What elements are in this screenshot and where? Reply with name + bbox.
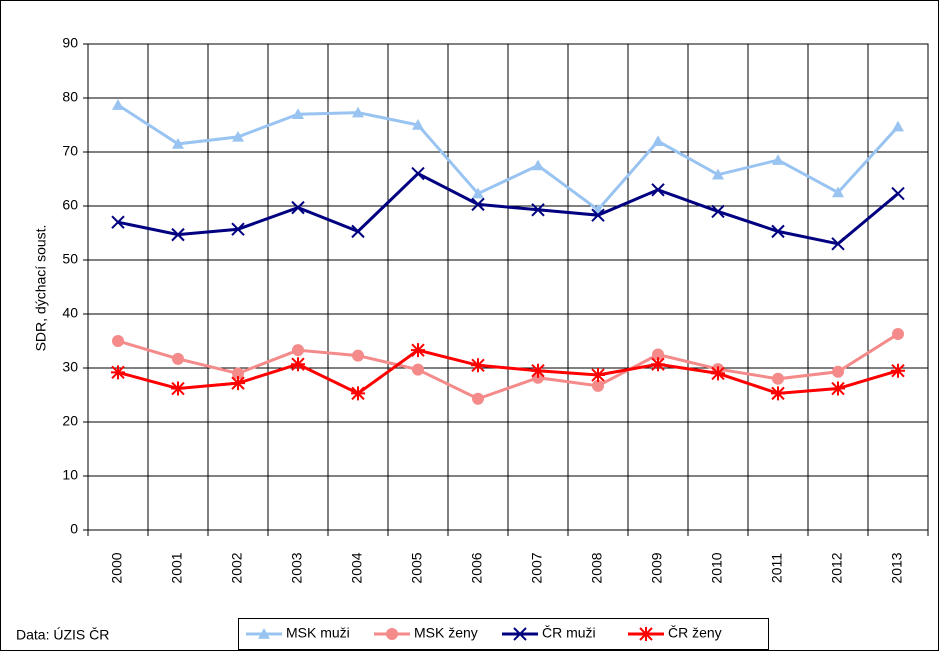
marker-star: [111, 365, 125, 380]
legend-marker: [258, 628, 270, 639]
y-tick-label: 40: [62, 305, 78, 321]
series-line: [117, 171, 899, 246]
marker-triangle: [472, 187, 484, 199]
marker-star: [651, 357, 665, 372]
marker-x: [831, 237, 845, 251]
marker-circle: [292, 344, 304, 357]
y-tick-label: 10: [62, 467, 78, 483]
marker-star: [471, 358, 485, 373]
marker-circle: [772, 372, 784, 385]
marker-star: [591, 368, 605, 383]
x-tick-label: 2011: [769, 553, 785, 583]
y-axis-title: SDR, dýchací soust.: [33, 225, 49, 352]
x-tick-label: 2005: [409, 552, 425, 583]
marker-star: [771, 386, 785, 401]
y-tick-label: 60: [62, 197, 78, 213]
marker-triangle: [292, 108, 304, 119]
legend-marker: [513, 627, 527, 641]
y-tick-label: 0: [70, 521, 78, 537]
marker-circle: [892, 327, 904, 340]
marker-triangle: [532, 159, 544, 171]
marker-star: [291, 357, 305, 372]
marker-star: [831, 381, 845, 396]
y-tick-label: 80: [62, 89, 78, 105]
x-tick-label: 2004: [349, 552, 365, 583]
marker-triangle: [712, 168, 724, 180]
marker-triangle: [832, 186, 844, 198]
series-line: [117, 103, 900, 212]
y-tick-label: 20: [62, 413, 78, 429]
marker-x: [471, 197, 485, 212]
marker-x: [891, 186, 905, 201]
x-tick-label: 2001: [169, 552, 185, 583]
marker-triangle: [652, 135, 664, 146]
marker-circle: [352, 349, 364, 362]
marker-star: [531, 363, 545, 378]
source-note: Data: ÚZIS ČR: [16, 627, 109, 643]
marker-triangle: [412, 119, 424, 130]
y-tick-label: 90: [62, 35, 78, 51]
marker-x: [591, 208, 605, 222]
x-tick-label: 2009: [649, 552, 665, 583]
marker-circle: [472, 392, 484, 405]
x-tick-label: 2000: [109, 552, 125, 583]
marker-triangle: [112, 99, 124, 110]
x-tick-label: 2008: [589, 552, 605, 583]
marker-star: [411, 343, 425, 358]
marker-triangle: [352, 106, 364, 118]
marker-circle: [112, 335, 124, 347]
x-tick-label: 2013: [889, 552, 905, 583]
marker-x: [771, 224, 785, 239]
x-tick-label: 2007: [529, 552, 545, 583]
series-line: [117, 332, 899, 401]
legend-marker: [639, 627, 653, 641]
marker-x: [651, 183, 665, 197]
marker-star: [711, 366, 725, 381]
x-tick-label: 2006: [469, 552, 485, 583]
legend-label: ČR ženy: [668, 625, 722, 641]
legend-label: MSK muži: [286, 625, 350, 641]
marker-x: [711, 204, 725, 219]
marker-circle: [652, 348, 664, 361]
marker-star: [231, 376, 245, 391]
marker-x: [351, 224, 365, 239]
y-tick-label: 50: [62, 251, 78, 267]
marker-triangle: [892, 120, 904, 132]
y-tick-label: 70: [62, 143, 78, 159]
marker-circle: [172, 352, 184, 365]
marker-triangle: [172, 137, 184, 149]
marker-star: [351, 386, 365, 401]
marker-x: [111, 215, 125, 229]
x-tick-label: 2010: [709, 552, 725, 583]
x-tick-label: 2012: [829, 552, 845, 583]
legend-marker: [386, 628, 398, 640]
marker-star: [891, 363, 905, 378]
series-line: [117, 348, 899, 396]
marker-x: [291, 200, 305, 215]
x-tick-label: 2003: [289, 552, 305, 583]
legend-label: ČR muži: [542, 625, 596, 641]
marker-circle: [412, 363, 424, 376]
marker-circle: [592, 379, 604, 392]
marker-x: [411, 166, 425, 181]
marker-star: [171, 381, 185, 396]
y-tick-label: 30: [62, 359, 78, 375]
marker-x: [171, 227, 185, 242]
marker-triangle: [232, 130, 244, 142]
marker-circle: [232, 367, 244, 380]
legend-label: MSK ženy: [414, 625, 478, 641]
marker-triangle: [772, 154, 784, 165]
marker-circle: [832, 365, 844, 378]
x-tick-label: 2002: [229, 552, 245, 583]
marker-x: [531, 203, 545, 217]
marker-x: [231, 222, 245, 236]
